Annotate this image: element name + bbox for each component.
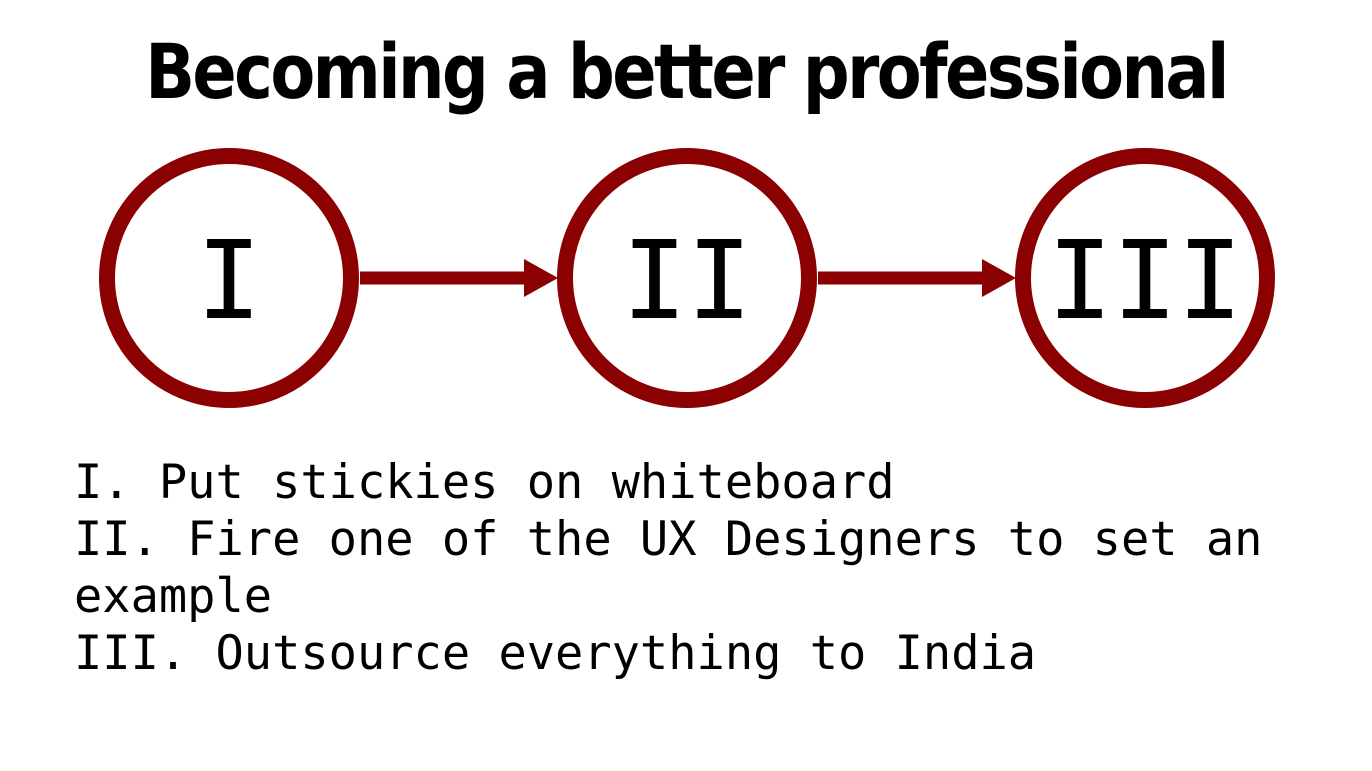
step-item-1: I. Put stickies on whiteboard xyxy=(74,455,895,510)
slide-title: Becoming a better professional xyxy=(145,27,1229,116)
arrow-2-to-3 xyxy=(818,259,1016,297)
step-node-1: I xyxy=(99,148,359,408)
arrowhead-icon xyxy=(982,259,1016,297)
step-circle xyxy=(557,148,817,408)
step-circle xyxy=(99,148,359,408)
step-item-3: III. Outsource everything to India xyxy=(74,626,1037,681)
step-item-2: II. Fire one of the UX Designers to set … xyxy=(74,512,1263,624)
step-label-2: II xyxy=(622,219,752,344)
step-node-2: II xyxy=(557,148,817,408)
step-label-3: III xyxy=(1047,219,1242,344)
arrowhead-icon xyxy=(524,259,558,297)
step-circle xyxy=(1015,148,1275,408)
step-node-3: III xyxy=(1015,148,1275,408)
step-label-1: I xyxy=(196,219,261,344)
arrow-1-to-2 xyxy=(360,259,558,297)
steps-list: I. Put stickies on whiteboard II. Fire o… xyxy=(74,454,1314,682)
